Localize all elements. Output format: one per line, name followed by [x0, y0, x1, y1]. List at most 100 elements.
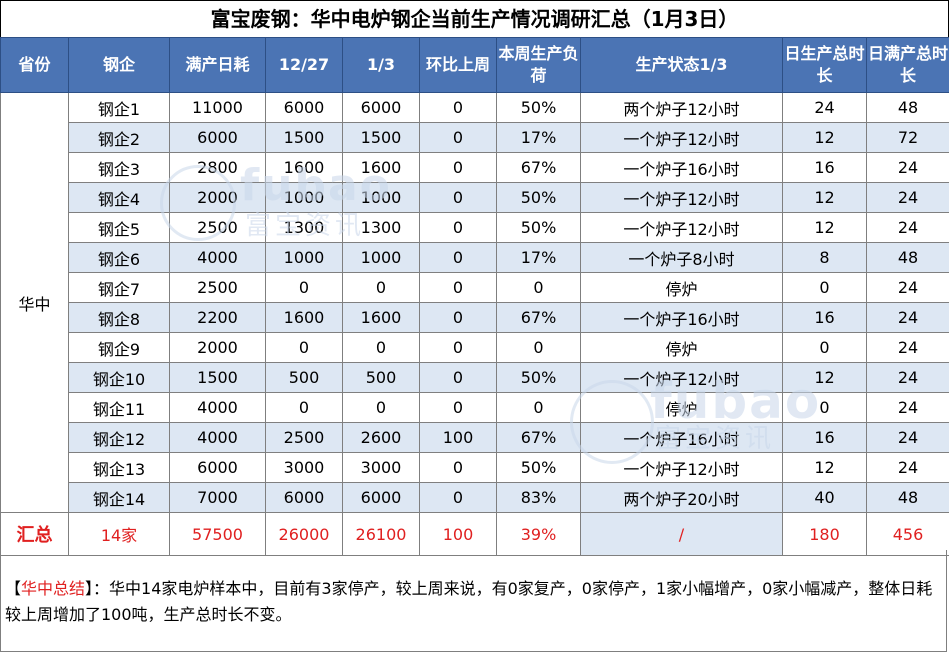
daily-full-hours-cell: 24: [866, 182, 949, 213]
company-name-cell: 钢企3: [68, 152, 170, 183]
daily-hours-cell: 16: [782, 152, 867, 183]
full-capacity-cell: 2500: [169, 212, 266, 243]
date-13-cell: 1500: [342, 122, 420, 153]
header-daily-hours: 日生产总时长: [782, 37, 867, 93]
date-13-cell: 0: [342, 332, 420, 363]
date-1227-cell: 6000: [265, 92, 343, 123]
company-name-cell: 钢企7: [68, 272, 170, 303]
date-13-cell: 2600: [342, 422, 420, 453]
date-13-cell: 0: [342, 392, 420, 423]
weekly-load-cell: 50%: [496, 362, 581, 393]
summary-hours-cell: 180: [782, 512, 867, 556]
daily-hours-cell: 0: [782, 332, 867, 363]
weekly-load-cell: 67%: [496, 302, 581, 333]
summary-note-bracket-close: 】: [85, 579, 94, 598]
daily-hours-cell: 0: [782, 272, 867, 303]
date-1227-cell: 2500: [265, 422, 343, 453]
daily-hours-cell: 12: [782, 122, 867, 153]
table-row: 钢企12 4000 2500 2600 100 67% 一个炉子16小时 16 24: [1, 422, 949, 453]
summary-row: 汇总 14家 57500 26000 26100 100 39%/180 456: [0, 512, 949, 556]
week-change-cell: 0: [419, 122, 497, 153]
full-capacity-cell: 2800: [169, 152, 266, 183]
weekly-load-cell: 0: [496, 392, 581, 423]
table-row: 钢企5 2500 1300 1300 0 50% 一个炉子12小时 12 24: [1, 212, 949, 243]
daily-hours-cell: 8: [782, 242, 867, 273]
daily-hours-cell: 40: [782, 482, 867, 513]
page-title: 富宝废钢：华中电炉钢企当前生产情况调研汇总（1月3日）: [0, 0, 949, 37]
date-13-cell: 1000: [342, 182, 420, 213]
daily-full-hours-cell: 24: [866, 392, 949, 423]
date-13-cell: 0: [342, 272, 420, 303]
summary-label-cell: 汇总: [0, 512, 69, 556]
company-name-cell: 钢企5: [68, 212, 170, 243]
week-change-cell: 0: [419, 302, 497, 333]
week-change-cell: 0: [419, 392, 497, 423]
table-row: 钢企14 7000 6000 6000 0 83% 两个炉子20小时 40 48: [1, 482, 949, 513]
company-name-cell: 钢企1: [68, 92, 170, 123]
full-capacity-cell: 4000: [169, 392, 266, 423]
daily-hours-cell: 12: [782, 362, 867, 393]
daily-hours-cell: 24: [782, 92, 867, 123]
date-1227-cell: 1600: [265, 302, 343, 333]
header-production-status: 生产状态1/3: [580, 37, 783, 93]
table-row: 钢企2 6000 1500 1500 0 17% 一个炉子12小时 12 72: [1, 122, 949, 153]
summary-full-hours-cell: 456: [866, 512, 949, 556]
table-row: 钢企3 2800 1600 1600 0 67% 一个炉子16小时 16 24: [1, 152, 949, 183]
header-company: 钢企: [68, 37, 170, 93]
daily-full-hours-cell: 24: [866, 152, 949, 183]
date-13-cell: 1000: [342, 242, 420, 273]
table-row: 钢企9 2000 0 0 0 0 停炉 0 24: [1, 332, 949, 363]
production-status-cell: 停炉: [580, 332, 783, 363]
daily-full-hours-cell: 24: [866, 422, 949, 453]
daily-full-hours-cell: 24: [866, 452, 949, 483]
company-name-cell: 钢企6: [68, 242, 170, 273]
weekly-load-cell: 17%: [496, 122, 581, 153]
full-capacity-cell: 1500: [169, 362, 266, 393]
daily-full-hours-cell: 24: [866, 332, 949, 363]
header-date-13: 1/3: [342, 37, 420, 93]
date-1227-cell: 500: [265, 362, 343, 393]
production-status-cell: 一个炉子12小时: [580, 452, 783, 483]
weekly-load-cell: 50%: [496, 452, 581, 483]
production-status-cell: 停炉: [580, 272, 783, 303]
full-capacity-cell: 2200: [169, 302, 266, 333]
province-cell: 华中: [0, 92, 69, 513]
daily-hours-cell: 12: [782, 182, 867, 213]
full-capacity-cell: 2500: [169, 272, 266, 303]
weekly-load-cell: 17%: [496, 242, 581, 273]
production-status-cell: 两个炉子12小时: [580, 92, 783, 123]
company-name-cell: 钢企14: [68, 482, 170, 513]
table-row: 钢企4 2000 1000 1000 0 50% 一个炉子12小时 12 24: [1, 182, 949, 213]
weekly-load-cell: 0: [496, 332, 581, 363]
weekly-load-cell: 50%: [496, 182, 581, 213]
production-status-cell: 一个炉子12小时: [580, 122, 783, 153]
week-change-cell: 0: [419, 152, 497, 183]
company-name-cell: 钢企9: [68, 332, 170, 363]
week-change-cell: 0: [419, 92, 497, 123]
table-row: 华中 钢企1 11000 6000 6000 0 50% 两个炉子12小时 24 48: [0, 92, 949, 513]
daily-hours-cell: 0: [782, 392, 867, 423]
week-change-cell: 0: [419, 452, 497, 483]
week-change-cell: 0: [419, 362, 497, 393]
date-13-cell: 6000: [342, 482, 420, 513]
production-status-cell: 一个炉子16小时: [580, 422, 783, 453]
table-row: 钢企6 4000 1000 1000 0 17% 一个炉子8小时 8 48: [1, 242, 949, 273]
summary-full-capacity-cell: 57500: [169, 512, 266, 556]
date-13-cell: 1600: [342, 152, 420, 183]
header-daily-full-hours: 日满产总时长: [866, 37, 949, 93]
week-change-cell: 0: [419, 212, 497, 243]
full-capacity-cell: 11000: [169, 92, 266, 123]
summary-note-bracket-open: 【: [5, 579, 22, 598]
daily-full-hours-cell: 48: [866, 242, 949, 273]
date-1227-cell: 1000: [265, 182, 343, 213]
production-status-cell: 两个炉子20小时: [580, 482, 783, 513]
summary-week-change-cell: 100: [419, 512, 497, 556]
daily-hours-cell: 12: [782, 212, 867, 243]
date-1227-cell: 0: [265, 332, 343, 363]
production-status-cell: 一个炉子8小时: [580, 242, 783, 273]
daily-hours-cell: 16: [782, 302, 867, 333]
date-13-cell: 6000: [342, 92, 420, 123]
daily-full-hours-cell: 24: [866, 362, 949, 393]
weekly-load-cell: 83%: [496, 482, 581, 513]
date-1227-cell: 1300: [265, 212, 343, 243]
